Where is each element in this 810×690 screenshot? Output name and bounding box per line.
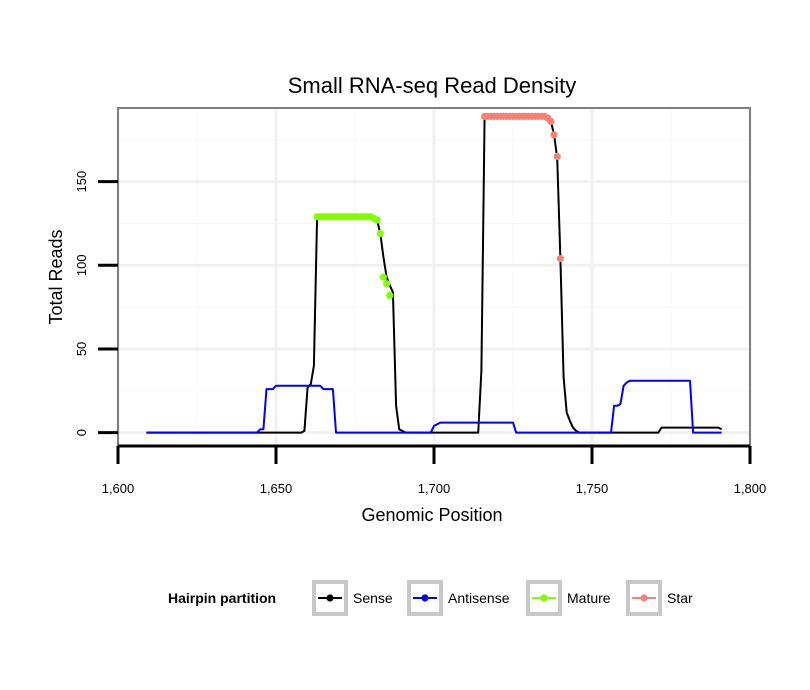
data-point xyxy=(553,152,561,161)
legend-item-sense: Sense xyxy=(312,580,393,616)
data-point xyxy=(379,273,388,281)
data-point xyxy=(386,291,394,300)
legend-label: Star xyxy=(667,590,693,606)
x-tick-label: 1,800 xyxy=(734,481,767,496)
data-point xyxy=(373,216,381,224)
series-points-star xyxy=(480,112,565,263)
legend-key-point xyxy=(640,594,648,602)
legend-label: Mature xyxy=(567,590,611,606)
legend-key-point xyxy=(540,594,548,602)
axes: 1,600 1,650 1,700 1,750 1,800 0 50 100 150 xyxy=(74,107,767,496)
legend-item-mature: Mature xyxy=(526,580,611,616)
legend-label: Sense xyxy=(353,590,393,606)
series-points-mature xyxy=(313,213,394,300)
legend-key-point xyxy=(326,594,334,602)
legend: Hairpin partition Sense Antisense Mature St… xyxy=(168,580,693,616)
legend-item-star: Star xyxy=(626,580,693,616)
series-layer xyxy=(146,112,723,434)
data-point xyxy=(376,229,384,238)
legend-title: Hairpin partition xyxy=(168,590,276,606)
series-line-sense xyxy=(146,115,723,434)
y-tick-label: 50 xyxy=(74,342,89,356)
data-point xyxy=(547,117,555,125)
y-tick-label: 100 xyxy=(74,254,89,276)
chart-title: Small RNA-seq Read Density xyxy=(288,73,577,98)
data-point xyxy=(383,280,391,288)
legend-label: Antisense xyxy=(448,590,510,606)
x-axis-title: Genomic Position xyxy=(361,505,502,525)
x-tick-label: 1,700 xyxy=(418,481,451,496)
y-tick-label: 150 xyxy=(74,171,89,193)
series-line-antisense xyxy=(146,379,722,434)
x-tick-label: 1,600 xyxy=(102,481,135,496)
data-point xyxy=(556,254,565,263)
data-point xyxy=(550,131,558,139)
x-tick-label: 1,750 xyxy=(576,481,609,496)
x-tick-label: 1,650 xyxy=(260,481,293,496)
y-tick-label: 0 xyxy=(74,429,89,436)
legend-key-point xyxy=(421,594,429,602)
legend-item-antisense: Antisense xyxy=(407,580,510,616)
y-axis-title: Total Reads xyxy=(46,229,66,324)
